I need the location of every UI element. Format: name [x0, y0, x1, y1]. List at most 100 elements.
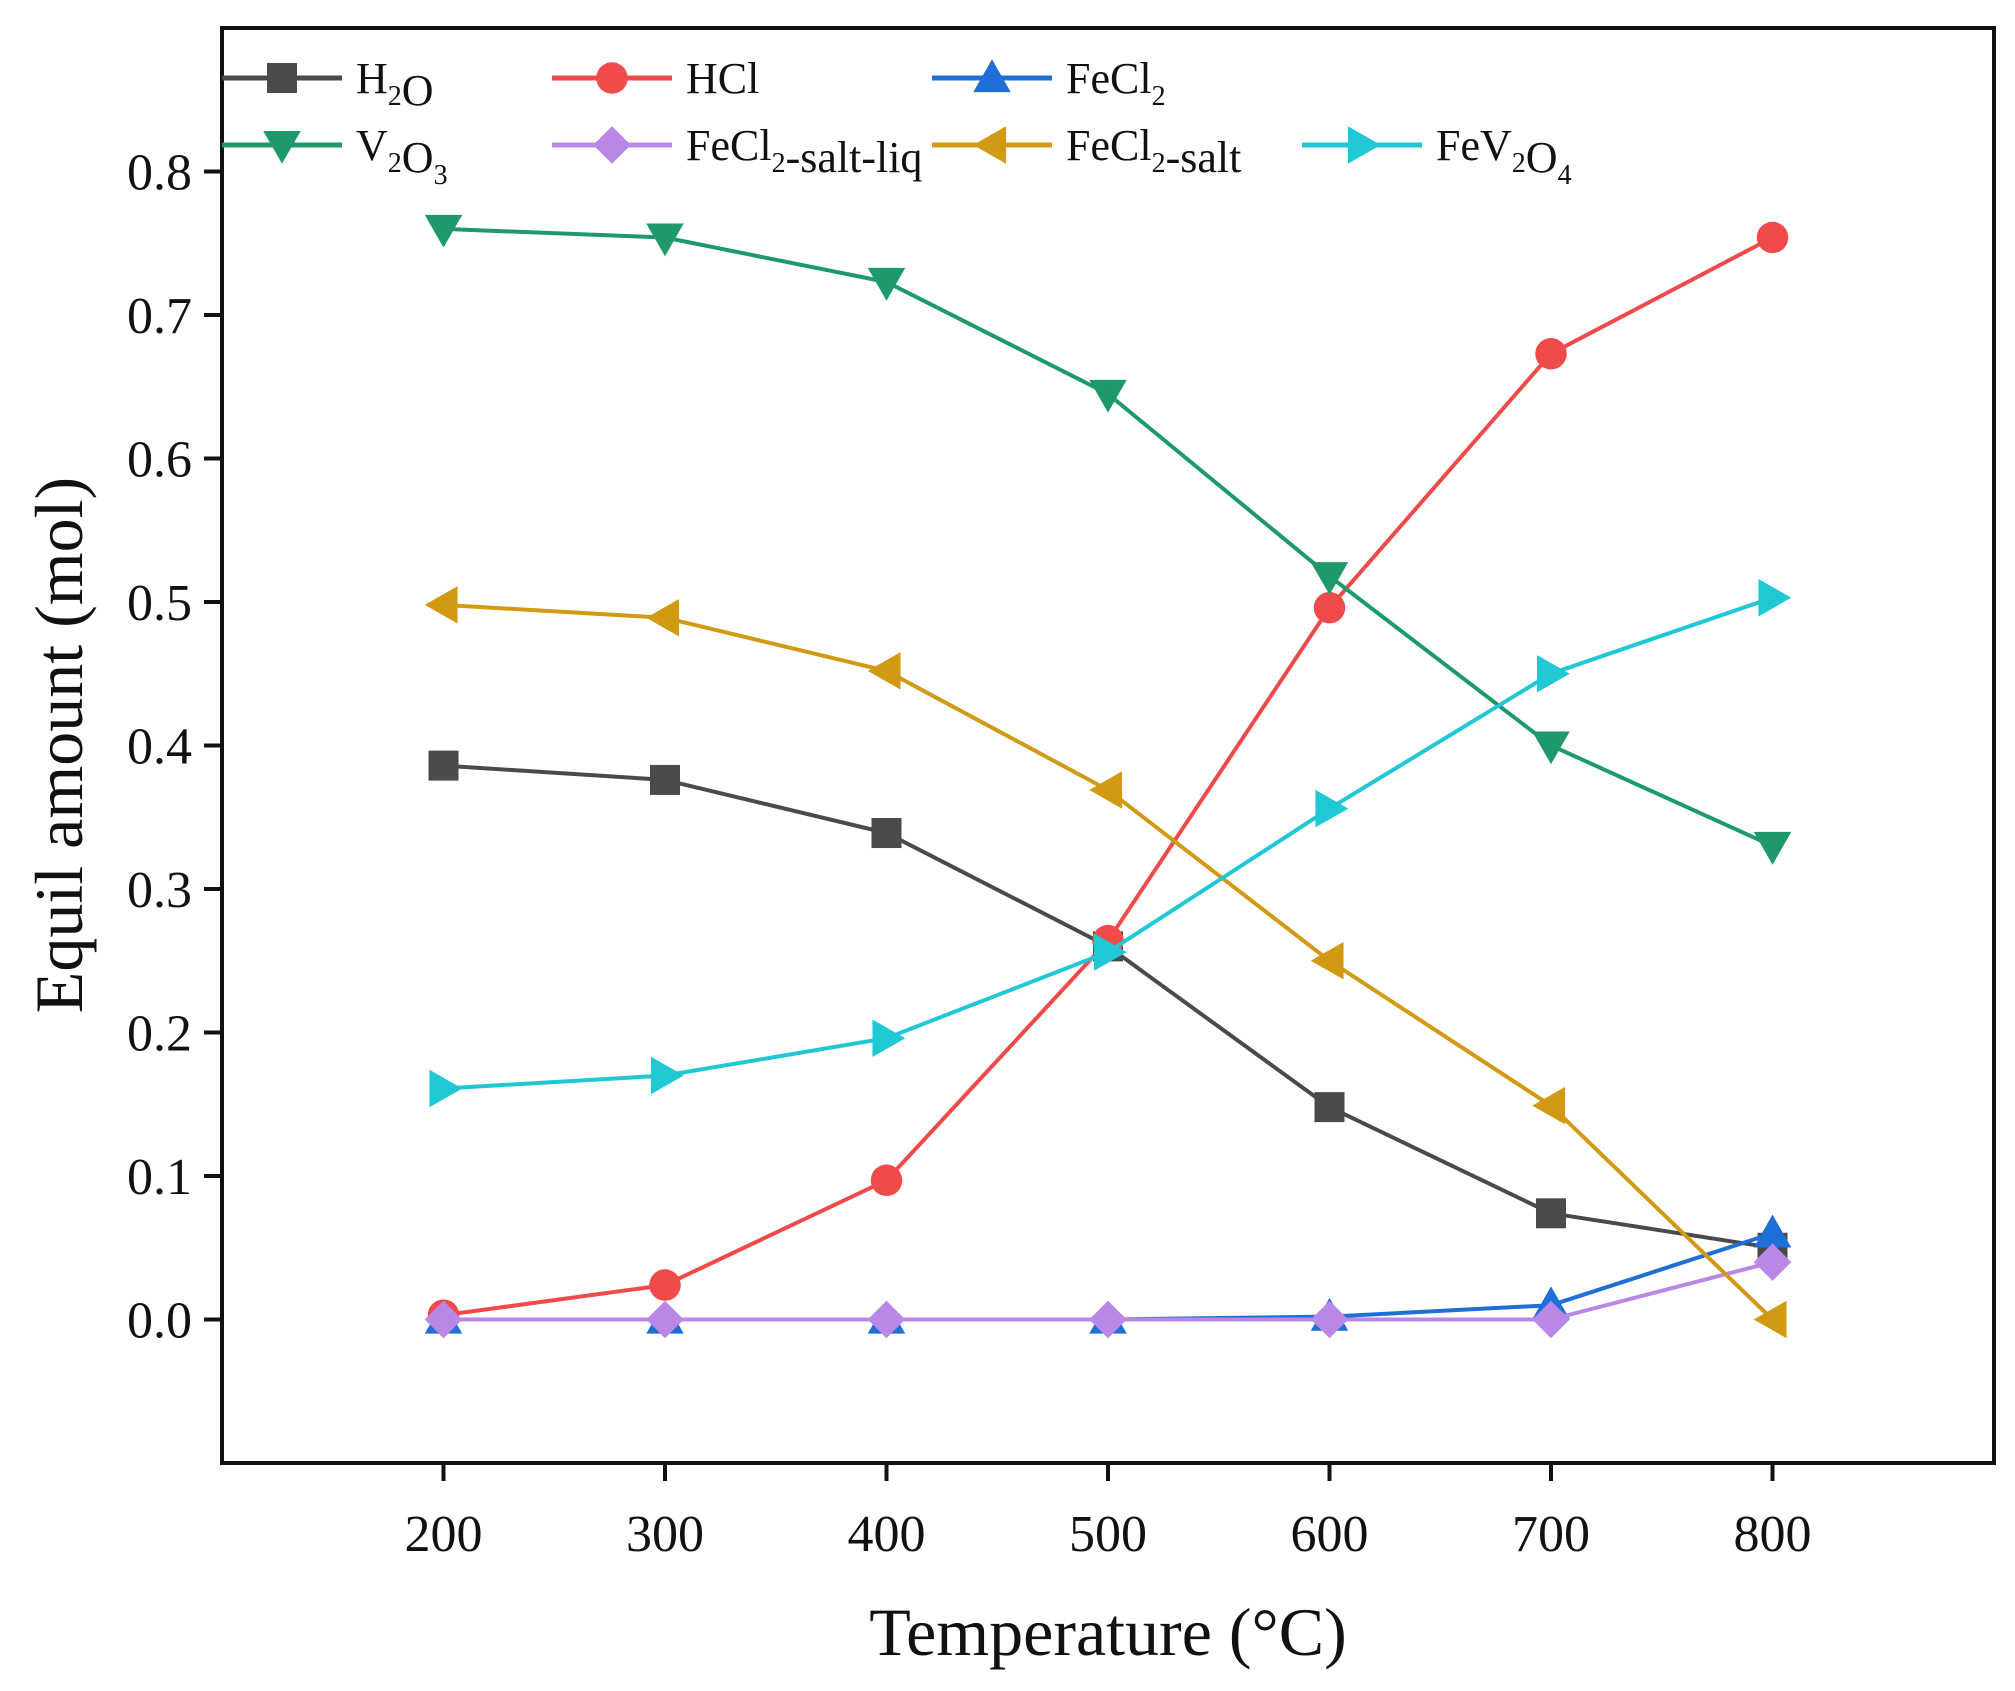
legend-label-part: 2 — [1512, 148, 1526, 179]
data-point — [424, 214, 463, 248]
data-point — [1532, 1086, 1566, 1125]
data-point — [1315, 789, 1349, 828]
data-point — [649, 1269, 681, 1301]
x-tick-label: 200 — [405, 1506, 483, 1563]
y-tick-label: 0.4 — [127, 719, 192, 776]
legend-item: V2O3 — [222, 121, 448, 191]
data-point — [1089, 379, 1127, 413]
data-point — [428, 750, 459, 781]
data-point — [867, 652, 901, 690]
series-line — [443, 595, 1774, 1091]
data-point — [1310, 942, 1344, 980]
data-point — [1753, 1214, 1792, 1248]
data-point — [1753, 1300, 1787, 1339]
data-point — [1089, 771, 1123, 809]
data-point — [1313, 591, 1346, 624]
data-point — [646, 223, 684, 257]
legend-item: FeCl2-salt — [932, 121, 1241, 182]
data-point — [650, 764, 680, 795]
legend-marker — [263, 130, 301, 164]
series-FeCl2-salt — [424, 586, 1787, 1339]
legend-label-part: FeCl — [686, 121, 772, 170]
legend-marker — [973, 59, 1011, 93]
series-line — [443, 226, 1774, 848]
data-point — [1089, 1300, 1127, 1339]
series-line — [443, 763, 1773, 1250]
data-point — [870, 1164, 903, 1197]
y-tick-label: 0.0 — [127, 1293, 192, 1350]
data-point — [1532, 731, 1570, 765]
data-point — [1536, 1198, 1566, 1229]
legend-label: V2O3 — [356, 121, 448, 191]
data-point — [871, 818, 902, 849]
series-layer — [424, 214, 1792, 1339]
legend-label: HCl — [686, 54, 759, 103]
legend-label-part: O — [402, 133, 434, 182]
data-point — [1758, 578, 1792, 617]
data-point — [429, 1069, 463, 1108]
x-tick-label: 400 — [848, 1506, 926, 1563]
data-point — [650, 1056, 684, 1095]
legend-label-part: FeCl — [1066, 54, 1152, 103]
x-tick-label: 800 — [1734, 1506, 1812, 1563]
legend-label-part: FeCl — [1066, 121, 1152, 170]
data-point — [1535, 337, 1567, 370]
legend-label-part: FeV — [1436, 121, 1512, 170]
y-tick-label: 0.3 — [127, 862, 192, 919]
legend-marker — [593, 126, 631, 164]
data-point — [1093, 933, 1127, 971]
legend-label-part: 2 — [772, 148, 786, 179]
legend-label-part: O — [1526, 133, 1558, 182]
x-tick-label: 700 — [1512, 1506, 1590, 1563]
data-point — [1756, 221, 1789, 254]
series-FeV2O4 — [429, 578, 1792, 1108]
x-tick-label: 600 — [1291, 1506, 1369, 1563]
series-V2O3 — [424, 214, 1792, 865]
series-H2O — [428, 750, 1788, 1263]
y-tick-label: 0.5 — [127, 575, 192, 632]
legend-label-part: 2 — [388, 148, 402, 179]
legend-label: FeCl2-salt — [1066, 121, 1241, 182]
x-tick-label: 300 — [626, 1506, 704, 1563]
legend-marker — [1347, 126, 1381, 164]
data-point — [424, 1300, 463, 1339]
data-point — [1310, 562, 1349, 595]
data-point — [646, 599, 680, 637]
legend-marker — [267, 63, 297, 93]
legend-item: FeCl2 — [932, 54, 1166, 112]
data-point — [424, 586, 458, 624]
legend-label-part: 2 — [1152, 148, 1166, 179]
data-point — [1532, 1300, 1570, 1339]
legend-label-part: 2 — [1152, 81, 1166, 112]
legend-label-part: V — [356, 121, 388, 170]
data-point — [872, 1019, 906, 1057]
legend-item: H2O — [222, 54, 434, 115]
data-point — [1753, 1243, 1792, 1281]
legend-label-part: O — [402, 66, 434, 115]
legend-label: FeCl2-salt-liq — [686, 121, 922, 182]
legend-label: FeCl2 — [1066, 54, 1166, 112]
y-axis-ticks: 0.0 0.1 0.2 0.3 0.4 0.5 0.6 0.7 0.8 — [127, 145, 222, 1350]
legend-item: FeCl2-salt-liq — [552, 121, 922, 182]
x-axis-title: Temperature (°C) — [869, 1594, 1346, 1670]
legend-label: FeV2O4 — [1436, 121, 1572, 191]
legend-label-part: HCl — [686, 54, 759, 103]
data-point — [1314, 1092, 1345, 1123]
legend-label: H2O — [356, 54, 434, 115]
legend-item: FeV2O4 — [1302, 121, 1572, 191]
legend-label-part: H — [356, 54, 388, 103]
data-point — [646, 1300, 684, 1339]
legend-label-part: -salt-liq — [786, 133, 923, 182]
data-point — [1536, 655, 1570, 693]
y-tick-label: 0.8 — [127, 145, 192, 202]
legend-label-part: 2 — [388, 81, 402, 112]
legend-item: HCl — [552, 54, 759, 103]
legend-marker — [596, 62, 628, 94]
x-tick-label: 500 — [1069, 1506, 1147, 1563]
legend-marker — [973, 126, 1007, 164]
data-point — [1753, 831, 1792, 865]
y-tick-label: 0.2 — [127, 1006, 192, 1063]
y-tick-label: 0.7 — [127, 288, 192, 345]
